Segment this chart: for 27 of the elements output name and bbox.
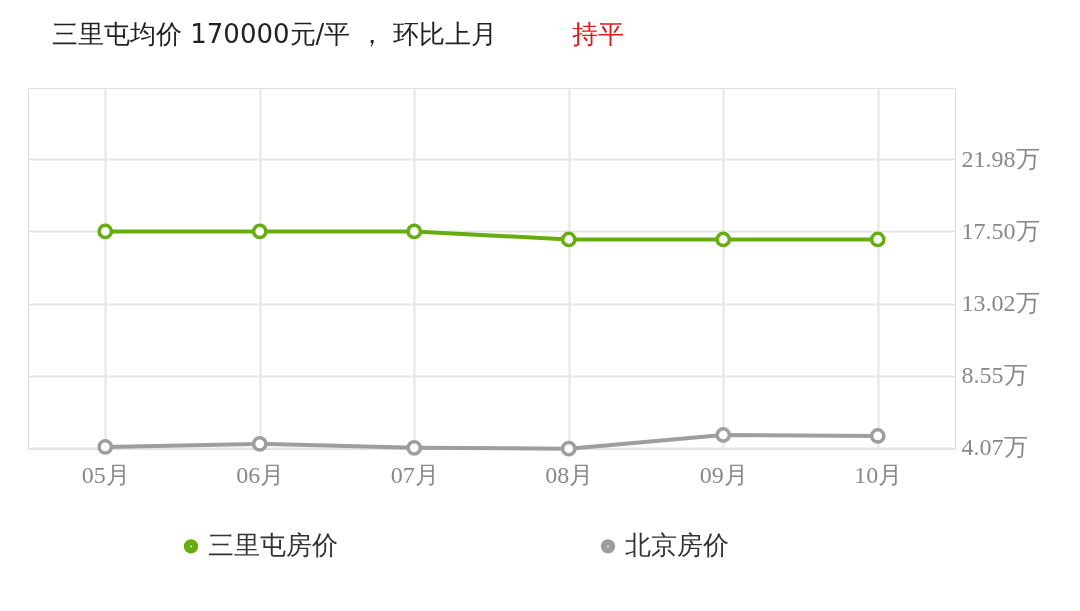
x-tick-label: 05月: [81, 461, 130, 488]
text: 持平: [572, 19, 624, 49]
legend-label: 北京房价: [625, 530, 729, 561]
point: [97, 223, 114, 240]
x-tick-label: 08月: [545, 461, 594, 488]
x-tick-label: 07月: [390, 461, 439, 488]
point: [251, 435, 268, 452]
y-tick-label: 4.07万: [961, 434, 1028, 461]
point: [715, 427, 732, 443]
y-tick-label: 21.98万: [961, 145, 1040, 172]
point: [406, 440, 423, 456]
chart-title: 三里屯均价 170000元/平 ， 环比上月: [52, 19, 497, 49]
point: [869, 231, 886, 248]
point: [560, 231, 577, 248]
y-tick-label: 17.50万: [961, 217, 1040, 244]
point: [869, 428, 886, 444]
point: [251, 223, 268, 240]
x-tick-label: 10月: [854, 461, 903, 488]
x-tick-label: 06月: [236, 461, 285, 488]
point: [715, 231, 732, 248]
point: [406, 223, 423, 240]
point: [97, 439, 114, 455]
point: [560, 440, 577, 457]
x-tick-label: 09月: [699, 461, 748, 488]
y-tick-label: 13.02万: [961, 290, 1040, 317]
legend-label: 三里屯房价: [208, 530, 338, 561]
y-tick-label: 8.55万: [961, 362, 1028, 389]
